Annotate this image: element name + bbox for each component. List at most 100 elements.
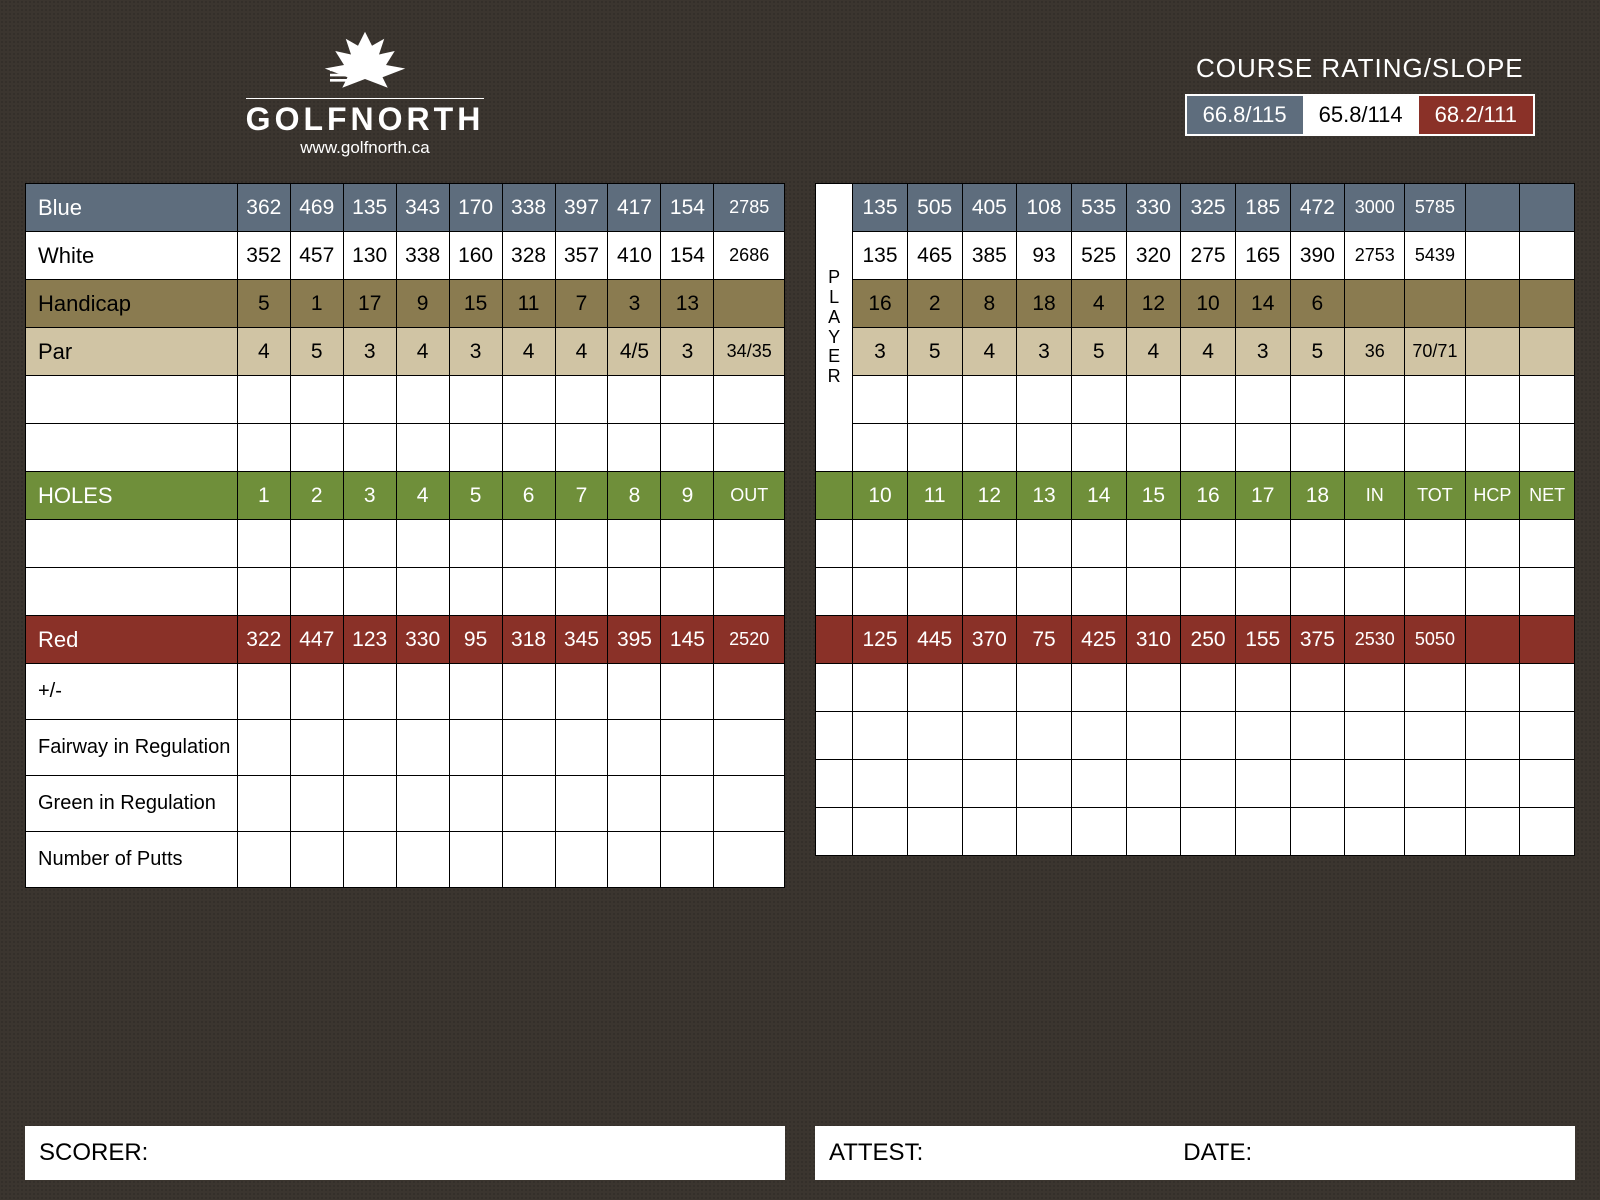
red-h5: 95 bbox=[449, 616, 502, 664]
front-table: Blue3624691353431703383974171542785White… bbox=[25, 183, 785, 888]
par-h1: 4 bbox=[237, 328, 290, 376]
red-h12: 370 bbox=[962, 616, 1017, 664]
rating-title: COURSE RATING/SLOPE bbox=[1185, 53, 1535, 84]
hcp-h5: 15 bbox=[449, 280, 502, 328]
par-h11: 5 bbox=[907, 328, 962, 376]
par-h10: 3 bbox=[853, 328, 908, 376]
par-h9: 3 bbox=[661, 328, 714, 376]
hole-12: 12 bbox=[962, 472, 1017, 520]
white-h18: 390 bbox=[1290, 232, 1345, 280]
red-h15: 310 bbox=[1126, 616, 1181, 664]
blue-out: 2785 bbox=[714, 184, 785, 232]
hole-16: 16 bbox=[1181, 472, 1236, 520]
blue-h7: 397 bbox=[555, 184, 608, 232]
red-h18: 375 bbox=[1290, 616, 1345, 664]
front-nine: Blue3624691353431703383974171542785White… bbox=[25, 183, 785, 1112]
fairway-label: Fairway in Regulation bbox=[26, 720, 238, 776]
white-h5: 160 bbox=[449, 232, 502, 280]
red-tot: 5050 bbox=[1405, 616, 1465, 664]
hcp-h14: 4 bbox=[1071, 280, 1126, 328]
par-row-back: 3543544353670/71 bbox=[816, 328, 1575, 376]
par-label: Par bbox=[26, 328, 238, 376]
white-row-back: 1354653859352532027516539027535439 bbox=[816, 232, 1575, 280]
red-h13: 75 bbox=[1017, 616, 1072, 664]
red-h14: 425 bbox=[1071, 616, 1126, 664]
rating-white: 65.8/114 bbox=[1303, 96, 1419, 134]
par-h3: 3 bbox=[343, 328, 396, 376]
scorer-box: SCORER: bbox=[25, 1126, 785, 1180]
red-h4: 330 bbox=[396, 616, 449, 664]
plusminus-row: +/- bbox=[26, 664, 785, 720]
hole-14: 14 bbox=[1071, 472, 1126, 520]
hole-18: 18 bbox=[1290, 472, 1345, 520]
red-row-front: Red322447123330953183453951452520 bbox=[26, 616, 785, 664]
red-h16: 250 bbox=[1181, 616, 1236, 664]
rating-red: 68.2/111 bbox=[1419, 96, 1533, 134]
out-label: OUT bbox=[714, 472, 785, 520]
stat-row-back-0 bbox=[816, 664, 1575, 712]
par-h13: 3 bbox=[1017, 328, 1072, 376]
hcp-h4: 9 bbox=[396, 280, 449, 328]
blue-h15: 330 bbox=[1126, 184, 1181, 232]
par-h18: 5 bbox=[1290, 328, 1345, 376]
white-h11: 465 bbox=[907, 232, 962, 280]
attest-label: ATTEST: bbox=[829, 1139, 923, 1167]
footer: SCORER: ATTEST: DATE: bbox=[25, 1126, 1575, 1180]
hcp-h10: 16 bbox=[853, 280, 908, 328]
white-out: 2686 bbox=[714, 232, 785, 280]
stat-row-back-3 bbox=[816, 808, 1575, 856]
hcp-row-front: Handicap5117915117313 bbox=[26, 280, 785, 328]
red-h2: 447 bbox=[290, 616, 343, 664]
logo-url: www.golfnorth.ca bbox=[65, 138, 665, 158]
hcp-h17: 14 bbox=[1235, 280, 1290, 328]
hcp-h15: 12 bbox=[1126, 280, 1181, 328]
score-row-back-1 bbox=[816, 568, 1575, 616]
white-h10: 135 bbox=[853, 232, 908, 280]
blue-h8: 417 bbox=[608, 184, 661, 232]
hole-5: 5 bbox=[449, 472, 502, 520]
hcp-label: Handicap bbox=[26, 280, 238, 328]
putts-label: Number of Putts bbox=[26, 832, 238, 888]
hole-17: 17 bbox=[1235, 472, 1290, 520]
blue-h13: 108 bbox=[1017, 184, 1072, 232]
blue-tot: 5785 bbox=[1405, 184, 1465, 232]
hole-4: 4 bbox=[396, 472, 449, 520]
red-h3: 123 bbox=[343, 616, 396, 664]
blue-h2: 469 bbox=[290, 184, 343, 232]
player-row-front-1 bbox=[26, 424, 785, 472]
hole-6: 6 bbox=[502, 472, 555, 520]
par-h5: 3 bbox=[449, 328, 502, 376]
fairway-row: Fairway in Regulation bbox=[26, 720, 785, 776]
red-h6: 318 bbox=[502, 616, 555, 664]
white-h14: 525 bbox=[1071, 232, 1126, 280]
white-h1: 352 bbox=[237, 232, 290, 280]
red-h9: 145 bbox=[661, 616, 714, 664]
player-label: PLAYER bbox=[816, 184, 853, 472]
net-label: NET bbox=[1520, 472, 1575, 520]
player-row-front-0 bbox=[26, 376, 785, 424]
hcp-h2: 1 bbox=[290, 280, 343, 328]
red-label: Red bbox=[26, 616, 238, 664]
hcp-h12: 8 bbox=[962, 280, 1017, 328]
rating-boxes: 66.8/115 65.8/114 68.2/111 bbox=[1185, 94, 1535, 136]
hcp-h3: 17 bbox=[343, 280, 396, 328]
plusminus-label: +/- bbox=[26, 664, 238, 720]
logo-brand-text: GOLFNORTH bbox=[246, 98, 485, 138]
hole-8: 8 bbox=[608, 472, 661, 520]
player-row-back-1 bbox=[816, 424, 1575, 472]
white-tot: 5439 bbox=[1405, 232, 1465, 280]
hole-11: 11 bbox=[907, 472, 962, 520]
white-h6: 328 bbox=[502, 232, 555, 280]
holes-spacer bbox=[816, 472, 853, 520]
scorecard-tables: Blue3624691353431703383974171542785White… bbox=[25, 183, 1575, 1112]
blue-h1: 362 bbox=[237, 184, 290, 232]
white-h8: 410 bbox=[608, 232, 661, 280]
par-h12: 4 bbox=[962, 328, 1017, 376]
hcp-h16: 10 bbox=[1181, 280, 1236, 328]
par-h6: 4 bbox=[502, 328, 555, 376]
red-out: 2520 bbox=[714, 616, 785, 664]
blue-h10: 135 bbox=[853, 184, 908, 232]
white-h4: 338 bbox=[396, 232, 449, 280]
white-h16: 275 bbox=[1181, 232, 1236, 280]
in-label: IN bbox=[1345, 472, 1405, 520]
